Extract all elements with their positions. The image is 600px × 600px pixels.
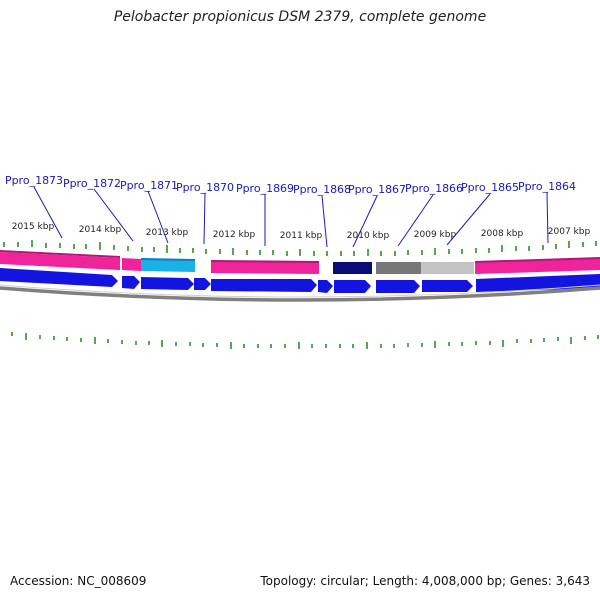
- leader-line: [33, 186, 63, 239]
- leader-line: [147, 190, 169, 244]
- gene-arrow[interactable]: [334, 280, 371, 293]
- gene-label-ppro-1869[interactable]: Ppro_1869: [236, 182, 294, 195]
- gene-arrow[interactable]: [422, 280, 473, 292]
- genome-backbone-highlight: [0, 284, 600, 298]
- accession-text: Accession: NC_008609: [10, 574, 147, 588]
- gene-label-ppro-1871[interactable]: Ppro_1871: [120, 179, 178, 192]
- feature-block-edge: [141, 258, 195, 261]
- gene-arrow[interactable]: [318, 280, 333, 293]
- gene-label-ppro-1872[interactable]: Ppro_1872: [63, 177, 121, 190]
- kbp-labels: 2015 kbp 2014 kbp 2013 kbp 2012 kbp 2011…: [12, 222, 591, 241]
- kbp-label: 2011 kbp: [280, 231, 323, 241]
- gene-arrow[interactable]: [194, 278, 211, 290]
- kbp-label: 2012 kbp: [213, 230, 256, 240]
- feature-block-gray[interactable]: [376, 262, 421, 274]
- gene-label-ppro-1870[interactable]: Ppro_1870: [176, 181, 234, 194]
- kbp-label: 2008 kbp: [481, 229, 524, 239]
- genome-backbone: [0, 286, 600, 302]
- gene-label-ppro-1864[interactable]: Ppro_1864: [518, 180, 576, 193]
- feature-block-pink[interactable]: [122, 258, 141, 271]
- gene-label-ppro-1867[interactable]: Ppro_1867: [348, 183, 406, 196]
- kbp-label: 2007 kbp: [548, 227, 591, 237]
- gene-arrow[interactable]: [211, 279, 317, 292]
- leader-line: [446, 193, 491, 246]
- leader-line: [203, 192, 206, 245]
- gene-arrow[interactable]: [376, 280, 420, 293]
- gene-label-ppro-1868[interactable]: Ppro_1868: [293, 183, 351, 196]
- leader-line: [321, 195, 328, 248]
- kbp-label: 2014 kbp: [79, 225, 122, 235]
- gene-arrow[interactable]: [141, 277, 194, 290]
- gene-label-ppro-1866[interactable]: Ppro_1866: [405, 182, 463, 195]
- gene-label-ppro-1865[interactable]: Ppro_1865: [461, 181, 519, 194]
- map-title: Pelobacter propionicus DSM 2379, complet…: [113, 9, 487, 25]
- feature-track: [0, 250, 600, 274]
- feature-block-edge: [211, 260, 319, 263]
- feature-block-cyan[interactable]: [141, 259, 195, 272]
- kbp-label: 2010 kbp: [347, 231, 390, 241]
- leader-line: [352, 195, 378, 248]
- feature-block-navy[interactable]: [333, 262, 372, 274]
- outer-ticks: [3, 240, 597, 256]
- gene-arrow[interactable]: [0, 268, 118, 287]
- gene-arrow[interactable]: [122, 276, 140, 289]
- feature-block-edge: [0, 250, 120, 258]
- feature-block-pink[interactable]: [211, 261, 319, 274]
- kbp-label: 2009 kbp: [414, 230, 457, 240]
- feature-block-edge: [475, 257, 600, 263]
- leader-line: [397, 194, 434, 247]
- leader-line: [93, 188, 134, 242]
- kbp-label: 2015 kbp: [12, 222, 55, 232]
- leader-lines: [33, 186, 549, 248]
- topology-text: Topology: circular; Length: 4,008,000 bp…: [260, 574, 590, 588]
- gene-label-ppro-1873[interactable]: Ppro_1873: [5, 174, 63, 187]
- feature-block-lightgray[interactable]: [421, 262, 474, 274]
- inner-ticks: [11, 332, 599, 349]
- leader-line: [546, 191, 549, 244]
- gene-track: [0, 268, 600, 293]
- kbp-label: 2013 kbp: [146, 228, 189, 238]
- gene-labels: Ppro_1873 Ppro_1872 Ppro_1871 Ppro_1870 …: [5, 174, 576, 196]
